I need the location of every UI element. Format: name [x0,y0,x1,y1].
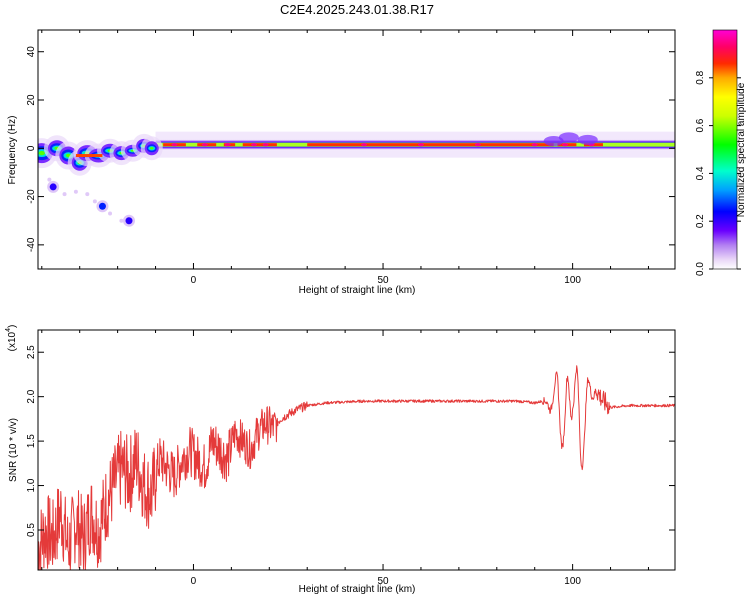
spectrogram-xtick-label: 0 [191,275,197,286]
snr-ytick-label: 2.0 [26,389,37,403]
snr-series-line [38,365,675,570]
snr-xtick-label: 100 [564,576,581,587]
spectrogram-band-peak [307,143,554,147]
spectrogram-blob-core [150,147,154,150]
spectrogram-ytick-label: -20 [26,189,37,204]
snr-ylabel: SNR (10 * v/v) [8,418,19,482]
spectrogram-spot [98,202,106,210]
spectrogram-peak-spot [201,143,208,147]
spectrogram-blob-peak [75,154,103,158]
spectrogram-faint-spot [85,192,90,197]
spectrogram-spot [49,183,57,191]
snr-axes: 0 50 100 0.5 1.0 1.5 2.0 2.5 [26,330,675,587]
colorbar-gradient [712,29,738,270]
colorbar: 0.0 0.2 0.4 0.6 0.8 Normalized spectral ampl… [695,29,747,276]
spectrogram-peak-spot [171,143,178,147]
spectrogram-peak-spot [251,143,258,147]
colorbar-tick-label: 0.4 [695,166,706,180]
snr-ytick-label: 0.5 [26,523,37,537]
spectrogram-band-peak [242,143,277,147]
spectrogram-xtick-label: 100 [564,275,581,286]
snr-ytick-label: 2.5 [26,345,37,359]
colorbar-tick-label: 0.6 [695,118,706,132]
spectrogram-faint-spot [108,211,113,216]
spectrogram-peak-spot [417,143,424,147]
spectrogram-ytick-label: 20 [26,94,37,106]
spectrogram-panel: 0 50 100 -40 -20 0 20 40 Height of straight lin… [7,29,676,296]
spectrogram-heatmap [38,131,675,227]
spectrogram-peak-spot [474,143,481,147]
spectrogram-faint-spot [119,218,124,223]
colorbar-ticks: 0.0 0.2 0.4 0.6 0.8 [695,70,741,276]
spectrogram-peak-spot [562,143,569,147]
snr-panel: 0 50 100 0.5 1.0 1.5 2.0 2.5 Height of straight… [5,325,676,595]
colorbar-label: Normalized spectral amplitude [736,82,747,217]
spectrogram-frame [37,29,676,270]
snr-xlabel: Height of straight line (km) [299,584,416,595]
snr-frame [37,329,676,571]
spectrogram-axes: 0 50 100 -40 -20 0 20 40 [26,30,675,286]
spectrogram-bulge [577,134,598,145]
spectrogram-peak-spot [531,143,538,147]
spectrogram-faint-spot [73,189,78,194]
spectrogram-ytick-label: 40 [26,46,37,58]
spectrogram-faint-spot [62,192,67,197]
spectrogram-xtick-label: 50 [377,275,389,286]
spectrogram-bulge [543,136,564,147]
spectrogram-xlabel: Height of straight line (km) [299,285,416,296]
spectrogram-ylabel: Frequency (Hz) [7,116,18,185]
spectrogram-blob-core [38,151,45,156]
snr-multiplier: (x104) [5,325,18,352]
colorbar-tick-label: 0.2 [695,214,706,228]
spectrogram-peak-spot [262,143,269,147]
snr-xtick-label: 50 [377,576,389,587]
spectrogram-peak-spot [224,143,231,147]
spectrogram-spot [125,217,133,225]
spectrogram-ytick-label: 0 [26,145,37,151]
figure-title: C2E4.2025.243.01.38.R17 [280,2,434,17]
spectrogram-faint-spot [92,199,97,204]
snr-ytick-label: 1.0 [26,478,37,492]
colorbar-tick-label: 0.0 [695,262,706,276]
spectrogram-ytick-label: -40 [26,237,37,252]
spectrogram-peak-spot [361,143,368,147]
spectrogram-faint-spot [47,177,52,182]
snr-ytick-label: 1.5 [26,434,37,448]
snr-xtick-label: 0 [191,576,197,587]
spectrogram-bulge [558,132,579,143]
colorbar-tick-label: 0.8 [695,70,706,84]
